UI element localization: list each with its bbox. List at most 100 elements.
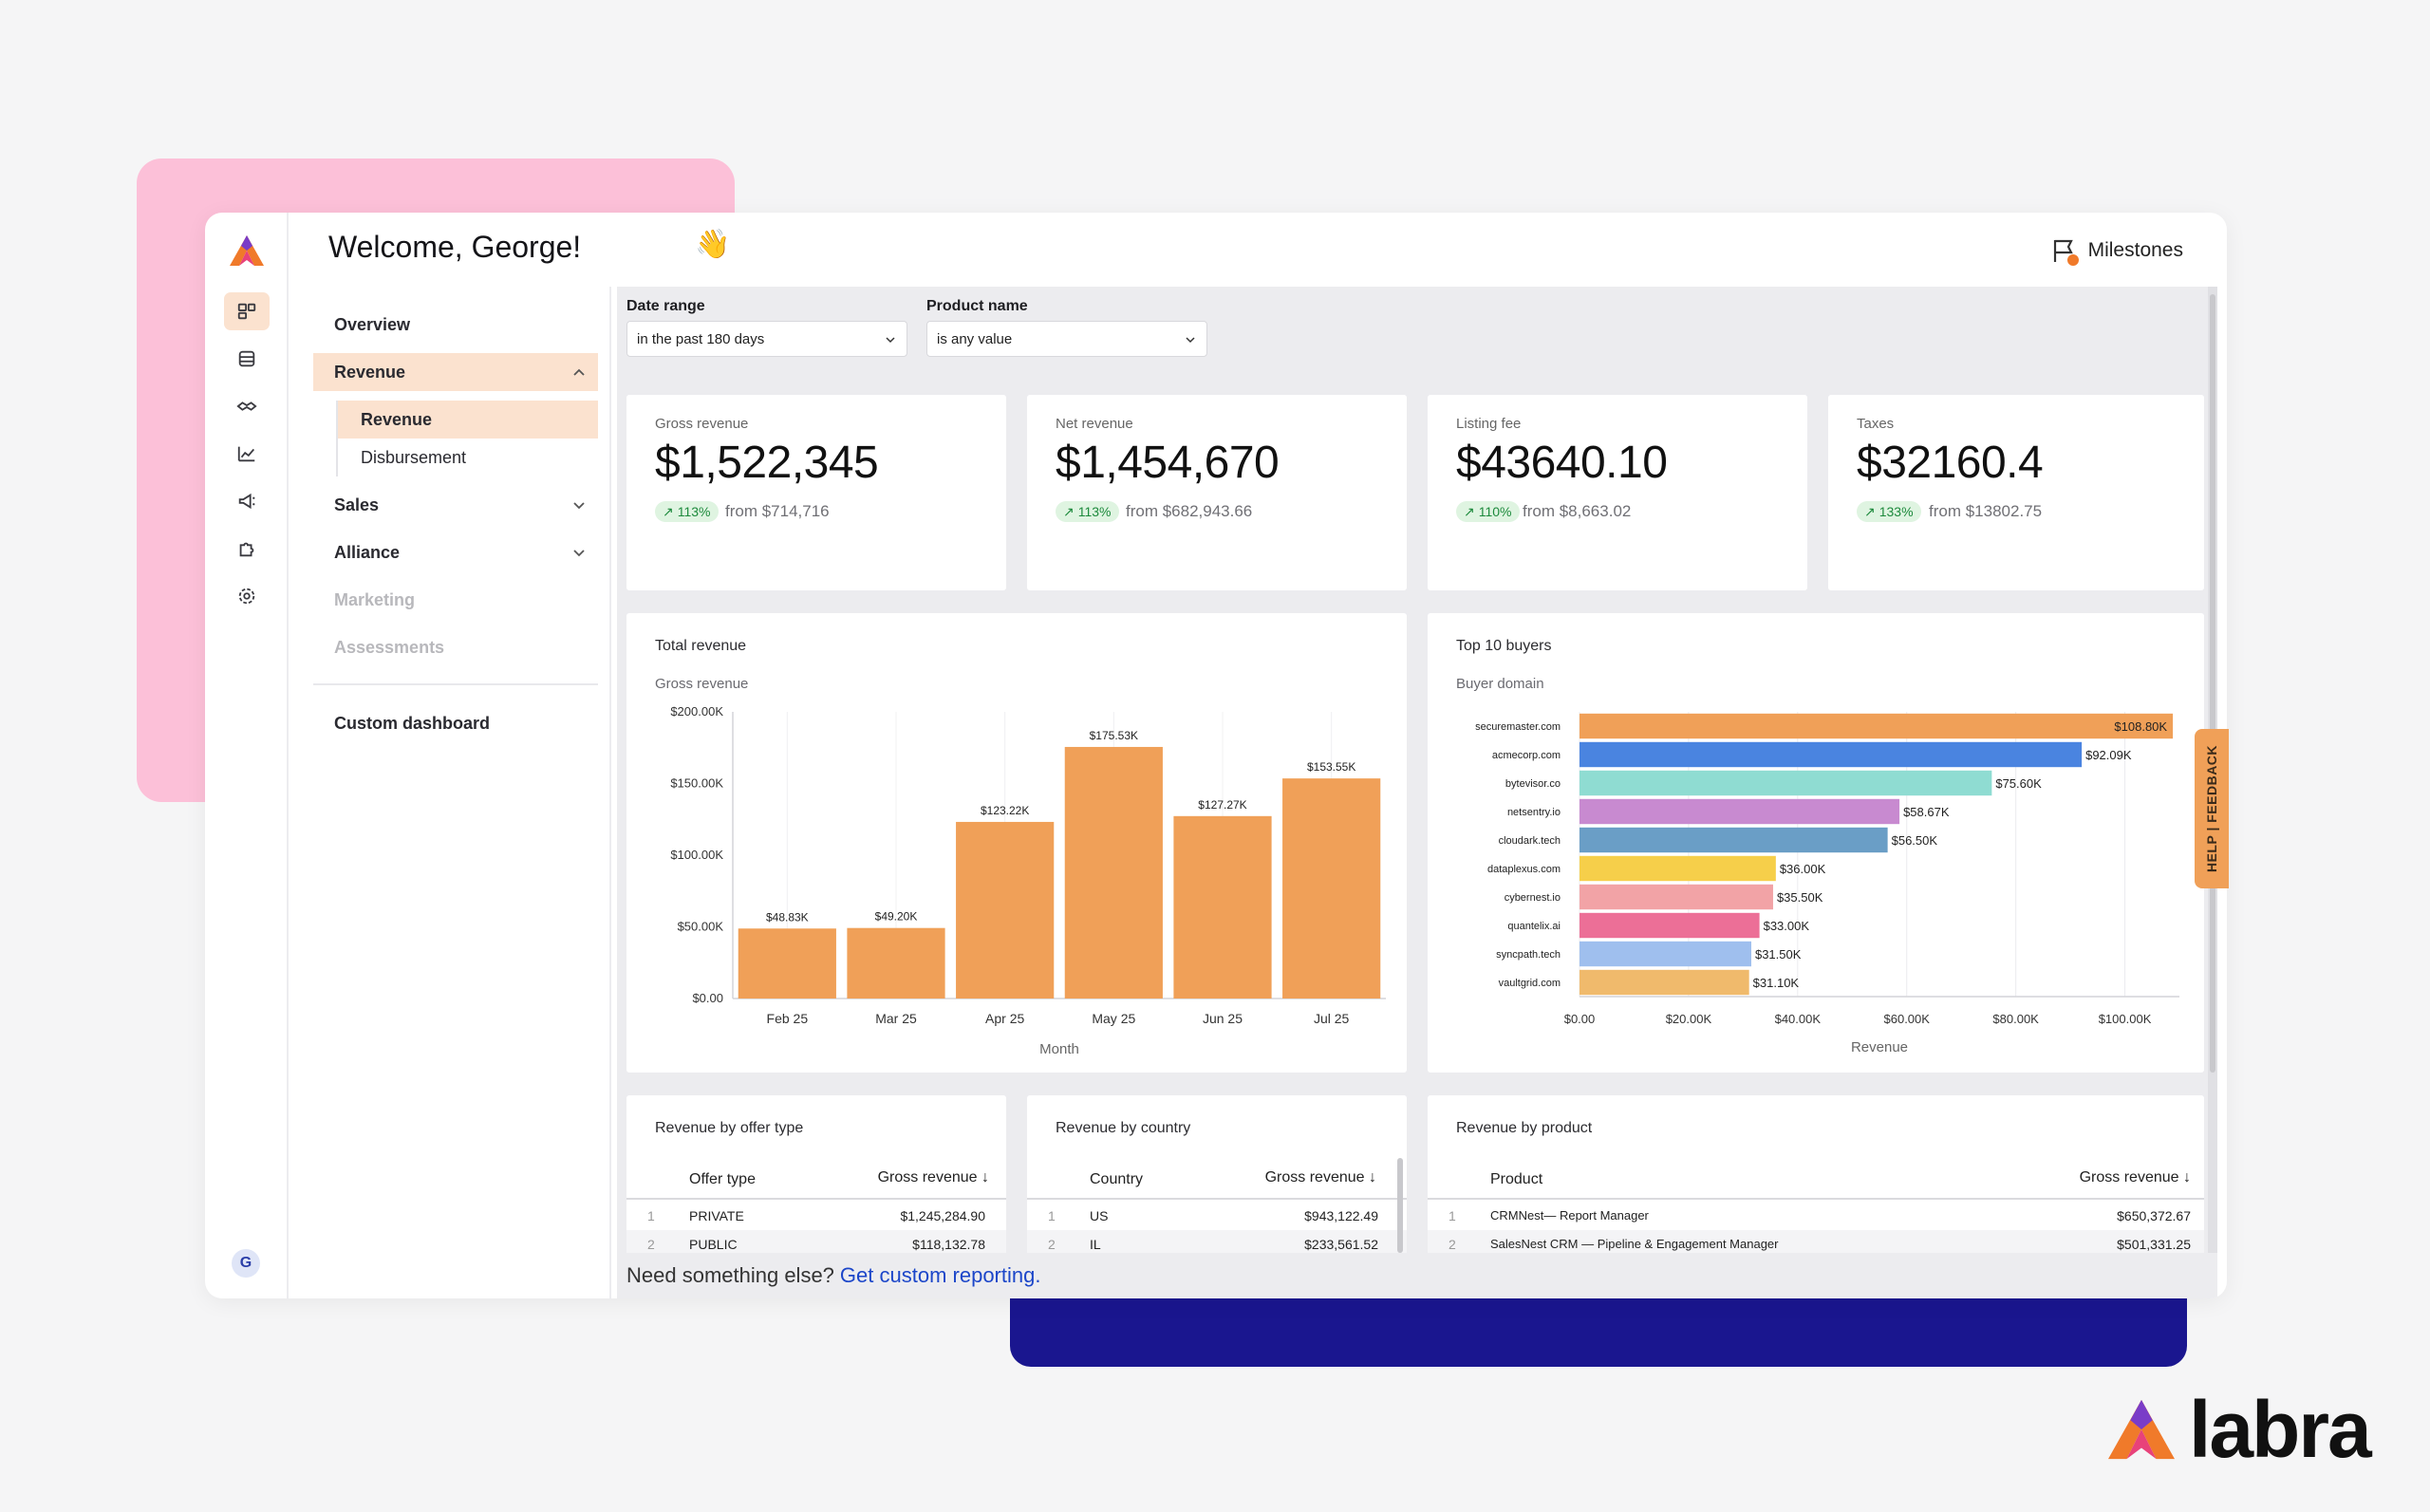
nav-revenue[interactable]: Revenue: [313, 353, 598, 391]
offer-sort-header[interactable]: Gross revenue ↓: [877, 1169, 989, 1185]
chevron-down-icon: [573, 550, 585, 557]
buyer-domain-label: securemaster.com: [1475, 721, 1561, 733]
chevron-down-icon: [1186, 337, 1195, 344]
side-navigation: Overview Revenue Revenue Disbursement Sa…: [289, 287, 611, 1298]
milestones-label: Milestones: [2087, 239, 2183, 261]
table-row[interactable]: 1 US $943,122.49: [1027, 1202, 1407, 1230]
product-name-select[interactable]: is any value: [926, 321, 1207, 357]
row-label: IL: [1090, 1237, 1101, 1252]
icon-rail: G: [205, 213, 289, 1298]
nav-assessments[interactable]: Assessments: [313, 628, 598, 666]
revenue-bar: [847, 927, 945, 999]
product-table-title: Revenue by product: [1456, 1120, 1593, 1136]
buyer-domain-label: netsentry.io: [1507, 807, 1561, 818]
megaphone-icon[interactable]: [224, 482, 270, 520]
custom-reporting-bar: Need something else? Get custom reportin…: [617, 1253, 2217, 1298]
table-scrollbar[interactable]: [1397, 1158, 1403, 1253]
bar-value-label: $33.00K: [1764, 919, 1810, 933]
product-name-value: is any value: [937, 330, 1013, 347]
date-range-select[interactable]: in the past 180 days: [626, 321, 907, 357]
dashboard-icon[interactable]: [224, 292, 270, 330]
nav-marketing-label: Marketing: [334, 589, 416, 609]
analytics-icon[interactable]: [224, 435, 270, 473]
x-tick-label: $60.00K: [1884, 1012, 1931, 1026]
row-label: CRMNest— Report Manager: [1490, 1208, 1649, 1223]
table-header-divider: [1428, 1198, 2204, 1200]
country-col-header[interactable]: Country: [1090, 1171, 1144, 1187]
nav-overview-label: Overview: [334, 314, 411, 334]
table-row[interactable]: 2 PUBLIC $118,132.78: [626, 1230, 1006, 1253]
nav-overview[interactable]: Overview: [313, 306, 598, 344]
chevron-down-icon: [886, 337, 895, 344]
bar-value-label: $123.22K: [981, 804, 1029, 817]
table-header-divider: [626, 1198, 1006, 1200]
handshake-icon[interactable]: [224, 387, 270, 425]
y-tick-label: $150.00K: [670, 776, 723, 791]
bar-value-label: $31.50K: [1755, 947, 1802, 961]
nav-sub-disbursement[interactable]: Disbursement: [336, 439, 598, 476]
offer-col-header[interactable]: Offer type: [689, 1171, 756, 1187]
chevron-down-icon: [573, 502, 585, 510]
table-row[interactable]: 2 IL $233,561.52: [1027, 1230, 1407, 1253]
nav-sub-revenue[interactable]: Revenue: [336, 401, 598, 439]
storefront-icon[interactable]: [224, 340, 270, 378]
nav-sales-label: Sales: [334, 495, 380, 514]
row-value: $943,122.49: [1304, 1208, 1378, 1223]
user-avatar[interactable]: G: [232, 1249, 260, 1278]
row-label: US: [1090, 1208, 1109, 1223]
bar-value-label: $35.50K: [1777, 890, 1823, 905]
product-sort-header[interactable]: Gross revenue ↓: [2079, 1169, 2191, 1185]
nav-marketing[interactable]: Marketing: [313, 581, 598, 619]
kpi-previous-value: from $13802.75: [1929, 502, 2043, 520]
nav-custom-dashboard-label: Custom dashboard: [334, 713, 491, 733]
help-feedback-tab[interactable]: HELP | FEEDBACK: [2195, 729, 2229, 888]
nav-sales[interactable]: Sales: [313, 486, 598, 524]
x-tick-label: Feb 25: [767, 1011, 809, 1026]
labra-logo-icon[interactable]: [228, 233, 266, 268]
puzzle-icon[interactable]: [224, 530, 270, 568]
kpi-value: $1,522,345: [655, 438, 879, 488]
kpi-change-badge: ↗ 113%: [655, 501, 719, 522]
x-tick-label: Jul 25: [1314, 1011, 1350, 1026]
x-tick-label: $40.00K: [1775, 1012, 1822, 1026]
row-label: SalesNest CRM — Pipeline & Engagement Ma…: [1490, 1237, 1779, 1251]
buyer-domain-label: cybernest.io: [1505, 892, 1561, 904]
total-revenue-card: Total revenue Gross revenue $0.00 $50.00K…: [626, 613, 1407, 1073]
arrow-up-right-icon: ↗: [663, 503, 674, 519]
dashboard-content: Date range in the past 180 days Product …: [617, 287, 2217, 1253]
top-buyers-title: Top 10 buyers: [1456, 638, 1552, 654]
table-row[interactable]: 1 CRMNest— Report Manager $650,372.67: [1428, 1202, 2204, 1230]
row-value: $501,331.25: [2117, 1237, 2191, 1252]
table-row[interactable]: 1 PRIVATE $1,245,284.90: [626, 1202, 1006, 1230]
settings-gear-icon[interactable]: [224, 577, 270, 615]
buyer-bar: [1580, 713, 2174, 739]
buyer-domain-label: bytevisor.co: [1505, 778, 1561, 790]
kpi-label: Net revenue: [1056, 416, 1133, 432]
buyer-bar: [1580, 827, 1888, 853]
bar-value-label: $31.10K: [1753, 976, 1800, 990]
labra-wordmark: labra: [2189, 1385, 2372, 1474]
buyer-bar: [1580, 884, 1773, 910]
scrollbar-thumb[interactable]: [2210, 294, 2215, 1073]
y-tick-label: $50.00K: [678, 920, 724, 934]
nav-alliance[interactable]: Alliance: [313, 533, 598, 571]
nav-custom-dashboard[interactable]: Custom dashboard: [313, 704, 598, 742]
y-tick-label: $0.00: [692, 991, 723, 1005]
custom-reporting-link[interactable]: Get custom reporting.: [839, 1263, 1041, 1287]
milestones-button[interactable]: Milestones: [2050, 237, 2183, 266]
kpi-previous-value: from $682,943.66: [1126, 502, 1253, 520]
x-tick-label: Apr 25: [985, 1011, 1024, 1026]
bar-value-label: $56.50K: [1892, 833, 1938, 848]
nav-sub-disbursement-label: Disbursement: [361, 447, 467, 467]
x-axis-title: Revenue: [1851, 1039, 1908, 1055]
row-value: $118,132.78: [912, 1237, 985, 1252]
kpi-label: Taxes: [1857, 416, 1895, 432]
product-col-header[interactable]: Product: [1490, 1171, 1543, 1187]
x-tick-label: $80.00K: [1992, 1012, 2039, 1026]
table-row[interactable]: 2 SalesNest CRM — Pipeline & Engagement …: [1428, 1230, 2204, 1253]
buyer-domain-label: cloudark.tech: [1499, 835, 1561, 847]
x-tick-label: $100.00K: [2099, 1012, 2152, 1026]
nav-sub-revenue-label: Revenue: [361, 409, 433, 429]
kpi-card-taxes: Taxes $32160.4 ↗ 133% from $13802.75: [1828, 395, 2204, 590]
country-sort-header[interactable]: Gross revenue ↓: [1264, 1169, 1376, 1185]
